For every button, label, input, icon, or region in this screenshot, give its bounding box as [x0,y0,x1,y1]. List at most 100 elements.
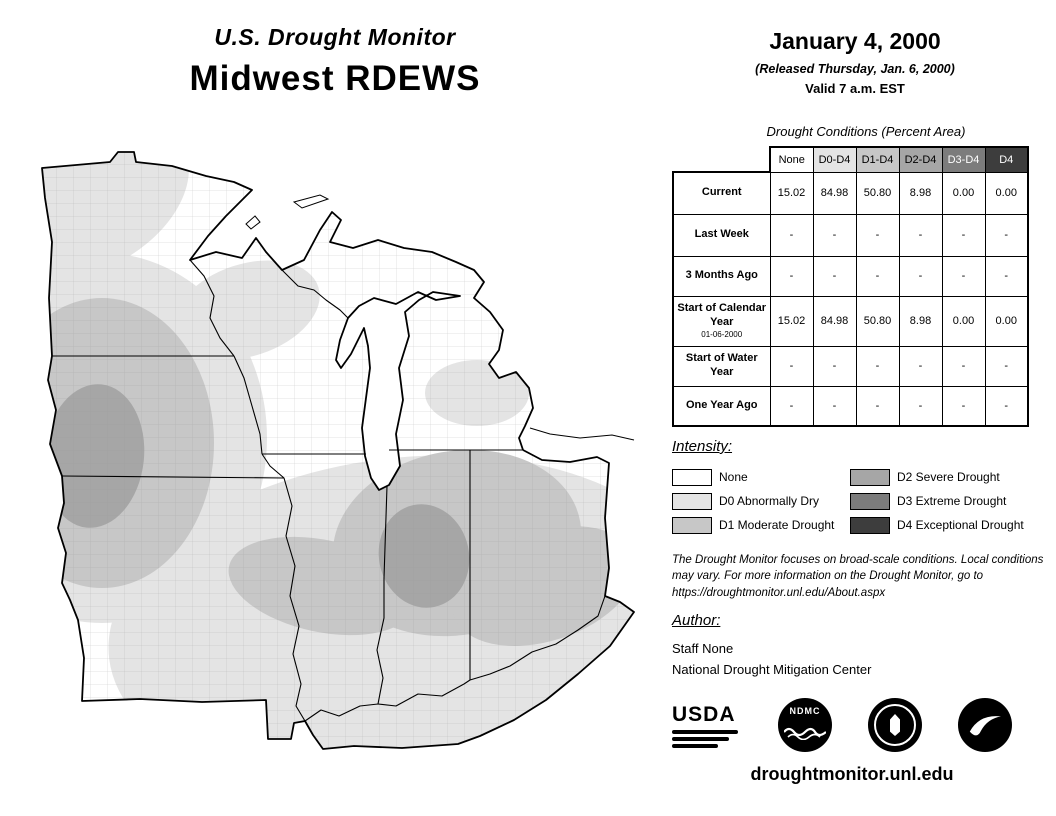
author-title: Author: [672,612,721,629]
swatch-d3 [850,492,890,510]
cell-value: - [941,213,986,257]
cell-value: - [984,345,1029,387]
ndmc-logo: NDMC [778,698,832,752]
table-row: Start of Water Year - - - - - - [672,345,1029,387]
cell-value: - [898,345,943,387]
map-date: January 4, 2000 [769,28,941,54]
ndmc-wave-icon [784,727,826,740]
usda-logo-stripe [672,736,729,741]
legend-label: D4 Exceptional Drought [897,518,1024,532]
table-row: Current 15.02 84.98 50.80 8.98 0.00 0.00 [672,171,1029,215]
author-block: Author: Staff None National Drought Miti… [672,612,1032,677]
col-header-d0d4: D0-D4 [812,146,857,173]
ndmc-logo-text: NDMC [789,706,821,716]
row-label-start-water-year: Start of Water Year [672,345,771,387]
row-label-last-week: Last Week [672,213,771,257]
cell-value: - [898,255,943,297]
legend-title: Intensity: [672,438,733,455]
report-title: U.S. Drought Monitor [214,24,456,50]
droughtmonitor-url-link[interactable]: droughtmonitor.unl.edu [750,764,954,784]
cell-value: 8.98 [898,295,943,347]
row-label-current: Current [672,171,771,215]
swatch-d0 [672,492,712,510]
row-label-start-calendar-year: Start of Calendar Year 01-06-2000 [672,295,771,347]
row-label-one-year-ago: One Year Ago [672,385,771,427]
usda-logo-stripe [672,729,738,734]
usda-logo-text: USDA [672,702,736,726]
cell-value: 15.02 [769,295,814,347]
noaa-bird-icon [969,716,1001,736]
state-borders [52,259,606,722]
col-header-d2d4: D2-D4 [898,146,943,173]
swatch-d4 [850,516,890,534]
swatch-d1 [672,516,712,534]
author-organization: National Drought Mitigation Center [672,662,872,677]
cell-value: 84.98 [812,171,857,215]
region-title: Midwest RDEWS [189,59,481,98]
table-row: 3 Months Ago - - - - - - [672,255,1029,297]
noaa-logo [958,698,1012,752]
cell-value: 0.00 [941,171,986,215]
seal-ring [874,704,916,746]
released-date: (Released Thursday, Jan. 6, 2000) [755,62,955,76]
report-title-block: U.S. Drought Monitor Midwest RDEWS [95,24,575,99]
row-label-text: Start of Calendar Year [677,301,767,328]
table-row: One Year Ago - - - - - - [672,385,1029,427]
legend-item-none: None [672,465,850,489]
cell-value: 0.00 [984,295,1029,347]
table-row: Start of Calendar Year 01-06-2000 15.02 … [672,295,1029,347]
seal-crest [890,714,900,736]
cell-value: - [855,213,900,257]
usda-logo: USDA [672,703,742,748]
cell-value: - [769,255,814,297]
row-label-3-months-ago: 3 Months Ago [672,255,771,297]
apostle-islands [245,215,261,230]
cell-value: 50.80 [855,171,900,215]
col-header-none: None [769,146,814,173]
region-outline [41,151,635,750]
col-header-d1d4: D1-D4 [855,146,900,173]
cell-value: 0.00 [941,295,986,347]
drought-map [22,138,647,798]
col-header-d4: D4 [984,146,1029,173]
cell-value: - [984,385,1029,427]
table-header-row: None D0-D4 D1-D4 D2-D4 D3-D4 D4 [673,146,1029,173]
date-block: January 4, 2000 (Released Thursday, Jan.… [690,28,1020,96]
legend-label: D3 Extreme Drought [897,494,1007,508]
intensity-legend: Intensity: None D0 Abnormally Dry D1 Mod… [672,438,1042,537]
lake-erie-north-shore [529,427,635,441]
cell-value: - [769,345,814,387]
cell-value: - [984,255,1029,297]
cell-value: - [855,255,900,297]
cell-value: - [855,345,900,387]
usda-logo-stripe [672,743,718,748]
agency-logos: USDA NDMC [672,698,1012,752]
cell-value: - [812,255,857,297]
cell-value: 50.80 [855,295,900,347]
valid-time: Valid 7 a.m. EST [805,81,905,96]
cell-value: - [769,213,814,257]
cell-value: - [812,345,857,387]
col-header-d3d4: D3-D4 [941,146,986,173]
legend-item-d0: D0 Abnormally Dry [672,489,850,513]
cell-value: 0.00 [984,171,1029,215]
swatch-d2 [850,468,890,486]
cell-value: - [812,213,857,257]
legend-label: D1 Moderate Drought [719,518,835,532]
cell-value: 84.98 [812,295,857,347]
disclaimer-text: The Drought Monitor focuses on broad-sca… [672,554,1044,599]
table-row: Last Week - - - - - - [672,213,1029,257]
legend-item-d1: D1 Moderate Drought [672,513,850,537]
cell-value: - [769,385,814,427]
swatch-none [672,468,712,486]
legend-label: None [719,470,748,484]
cell-value: - [855,385,900,427]
drought-map-svg [41,151,635,750]
table-title: Drought Conditions (Percent Area) [766,124,966,139]
cell-value: - [984,213,1029,257]
cell-value: - [898,385,943,427]
cell-value: - [941,385,986,427]
drought-conditions-table: None D0-D4 D1-D4 D2-D4 D3-D4 D4 Current … [672,146,1029,427]
legend-item-d2: D2 Severe Drought [850,465,1042,489]
cell-value: - [898,213,943,257]
